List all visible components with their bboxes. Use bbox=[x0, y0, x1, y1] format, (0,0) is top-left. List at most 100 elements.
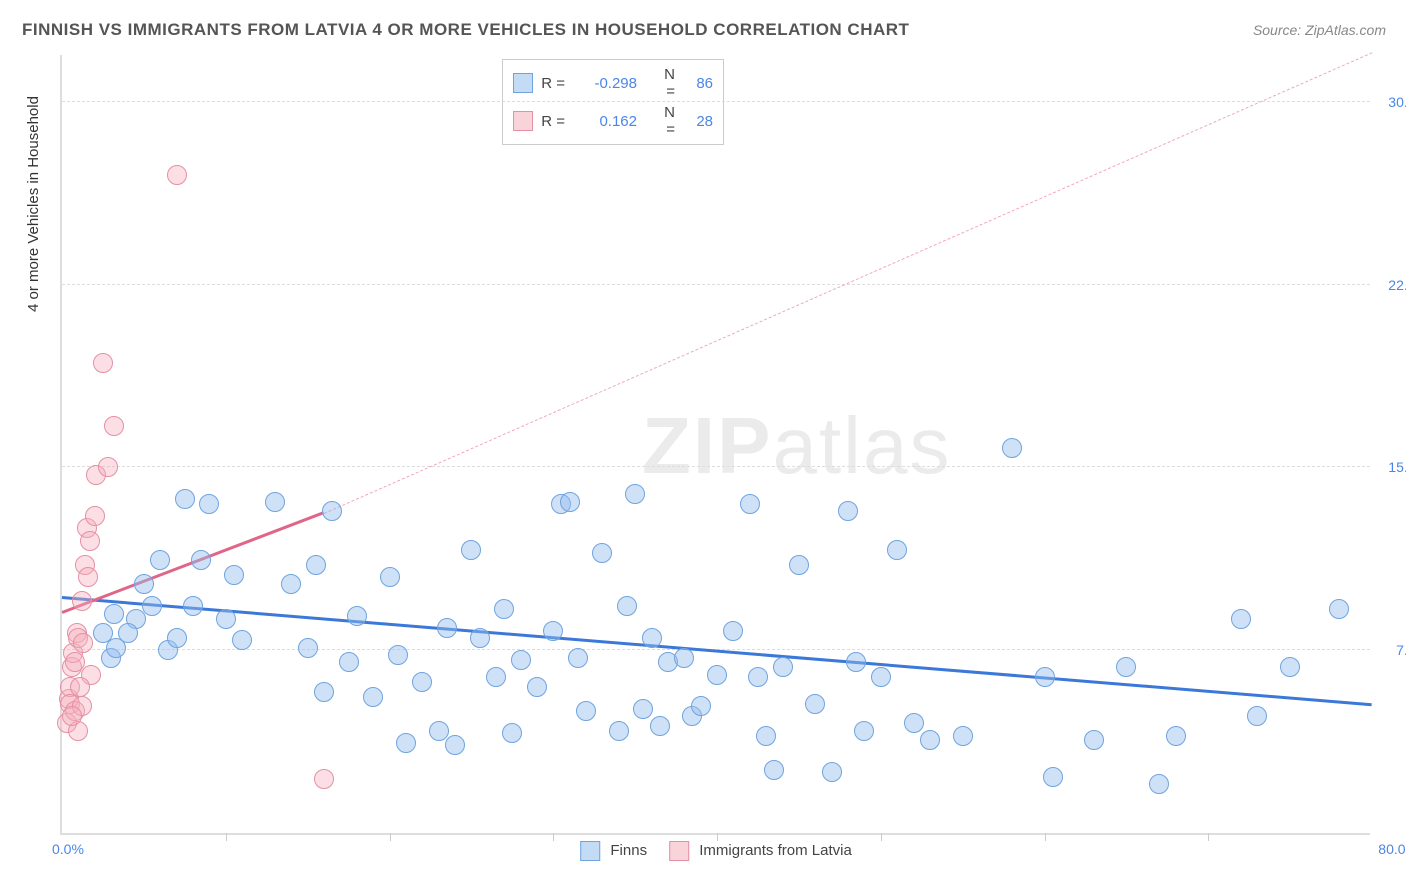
data-point-blue bbox=[191, 550, 211, 570]
data-point-blue bbox=[887, 540, 907, 560]
data-point-blue bbox=[633, 699, 653, 719]
data-point-pink bbox=[93, 353, 113, 373]
data-point-blue bbox=[609, 721, 629, 741]
y-tick-label: 7.5% bbox=[1396, 642, 1406, 658]
data-point-blue bbox=[142, 596, 162, 616]
data-point-blue bbox=[167, 628, 187, 648]
data-point-pink bbox=[85, 506, 105, 526]
data-point-blue bbox=[838, 501, 858, 521]
trend-line-finns bbox=[62, 596, 1372, 706]
data-point-blue bbox=[339, 652, 359, 672]
data-point-blue bbox=[625, 484, 645, 504]
data-point-blue bbox=[118, 623, 138, 643]
data-point-blue bbox=[486, 667, 506, 687]
x-axis-max-label: 80.0% bbox=[1378, 841, 1406, 857]
data-point-blue bbox=[1231, 609, 1251, 629]
r-label: R = bbox=[541, 75, 565, 92]
data-point-blue bbox=[1116, 657, 1136, 677]
legend-label-latvia: Immigrants from Latvia bbox=[699, 842, 852, 859]
data-point-blue bbox=[437, 618, 457, 638]
gridline bbox=[62, 466, 1370, 467]
x-axis-min-label: 0.0% bbox=[52, 841, 84, 857]
data-point-blue bbox=[363, 687, 383, 707]
data-point-blue bbox=[511, 650, 531, 670]
y-tick-label: 30.0% bbox=[1388, 94, 1406, 110]
data-point-blue bbox=[527, 677, 547, 697]
data-point-blue bbox=[412, 672, 432, 692]
correlation-legend: R = -0.298 N = 86 R = 0.162 N = 28 bbox=[502, 59, 724, 145]
chart-title: FINNISH VS IMMIGRANTS FROM LATVIA 4 OR M… bbox=[22, 20, 909, 40]
watermark-bold: ZIP bbox=[642, 401, 772, 490]
data-point-pink bbox=[70, 677, 90, 697]
data-point-blue bbox=[388, 645, 408, 665]
legend-row-pink: R = 0.162 N = 28 bbox=[513, 102, 713, 140]
data-point-pink bbox=[314, 769, 334, 789]
data-point-pink bbox=[98, 457, 118, 477]
legend-item-latvia: Immigrants from Latvia bbox=[669, 841, 852, 861]
data-point-blue bbox=[822, 762, 842, 782]
data-point-blue bbox=[1166, 726, 1186, 746]
data-point-blue bbox=[461, 540, 481, 560]
data-point-blue bbox=[265, 492, 285, 512]
data-point-pink bbox=[80, 531, 100, 551]
x-tick bbox=[1208, 833, 1209, 841]
data-point-blue bbox=[1043, 767, 1063, 787]
data-point-blue bbox=[560, 492, 580, 512]
legend-swatch-blue bbox=[513, 73, 533, 93]
data-point-blue bbox=[854, 721, 874, 741]
legend-swatch-pink bbox=[513, 111, 533, 131]
data-point-blue bbox=[494, 599, 514, 619]
data-point-blue bbox=[846, 652, 866, 672]
r-value-blue: -0.298 bbox=[573, 75, 637, 92]
data-point-blue bbox=[748, 667, 768, 687]
y-tick-label: 22.5% bbox=[1388, 277, 1406, 293]
data-point-blue bbox=[347, 606, 367, 626]
r-label: R = bbox=[541, 113, 565, 130]
data-point-pink bbox=[104, 416, 124, 436]
source-attribution: Source: ZipAtlas.com bbox=[1253, 22, 1386, 38]
data-point-pink bbox=[167, 165, 187, 185]
gridline bbox=[62, 284, 1370, 285]
x-tick bbox=[717, 833, 718, 841]
data-point-blue bbox=[592, 543, 612, 563]
data-point-blue bbox=[723, 621, 743, 641]
data-point-blue bbox=[1247, 706, 1267, 726]
data-point-blue bbox=[306, 555, 326, 575]
n-label: N = bbox=[653, 66, 675, 100]
scatter-chart: ZIPatlas R = -0.298 N = 86 R = 0.162 N =… bbox=[60, 55, 1370, 835]
data-point-blue bbox=[1084, 730, 1104, 750]
data-point-blue bbox=[1329, 599, 1349, 619]
data-point-blue bbox=[568, 648, 588, 668]
data-point-blue bbox=[175, 489, 195, 509]
data-point-blue bbox=[617, 596, 637, 616]
x-tick bbox=[390, 833, 391, 841]
n-value-blue: 86 bbox=[683, 75, 713, 92]
data-point-pink bbox=[62, 706, 82, 726]
data-point-pink bbox=[72, 591, 92, 611]
data-point-blue bbox=[429, 721, 449, 741]
series-legend: Finns Immigrants from Latvia bbox=[580, 841, 852, 861]
data-point-blue bbox=[216, 609, 236, 629]
legend-swatch-pink bbox=[669, 841, 689, 861]
data-point-blue bbox=[543, 621, 563, 641]
legend-item-finns: Finns bbox=[580, 841, 647, 861]
x-tick bbox=[226, 833, 227, 841]
data-point-blue bbox=[789, 555, 809, 575]
data-point-blue bbox=[1149, 774, 1169, 794]
data-point-pink bbox=[73, 633, 93, 653]
y-axis-title: 4 or more Vehicles in Household bbox=[25, 96, 42, 312]
data-point-blue bbox=[674, 648, 694, 668]
data-point-blue bbox=[298, 638, 318, 658]
legend-label-finns: Finns bbox=[610, 842, 647, 859]
data-point-blue bbox=[764, 760, 784, 780]
data-point-blue bbox=[920, 730, 940, 750]
data-point-blue bbox=[199, 494, 219, 514]
data-point-blue bbox=[756, 726, 776, 746]
data-point-blue bbox=[773, 657, 793, 677]
data-point-blue bbox=[1035, 667, 1055, 687]
data-point-blue bbox=[576, 701, 596, 721]
data-point-blue bbox=[904, 713, 924, 733]
data-point-blue bbox=[183, 596, 203, 616]
data-point-blue bbox=[134, 574, 154, 594]
data-point-pink bbox=[78, 567, 98, 587]
